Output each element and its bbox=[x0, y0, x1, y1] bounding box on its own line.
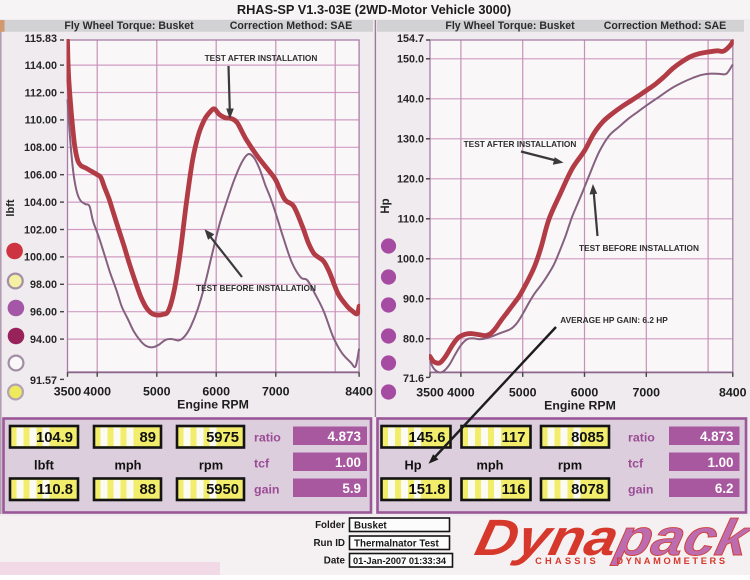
svg-text:89: 89 bbox=[140, 430, 156, 446]
svg-text:98.00: 98.00 bbox=[30, 279, 57, 291]
svg-text:6.2: 6.2 bbox=[715, 481, 734, 496]
svg-text:RHAS-SP V1.3-03E (2WD-Motor Ve: RHAS-SP V1.3-03E (2WD-Motor Vehicle 3000… bbox=[237, 2, 511, 17]
svg-text:Dynapack: Dynapack bbox=[470, 509, 750, 566]
svg-text:Hp: Hp bbox=[380, 198, 392, 213]
svg-text:Fly Wheel Torque: Busket: Fly Wheel Torque: Busket bbox=[445, 20, 575, 32]
svg-text:116: 116 bbox=[502, 482, 526, 498]
svg-text:8078: 8078 bbox=[571, 482, 604, 498]
svg-text:5000: 5000 bbox=[509, 386, 537, 400]
svg-text:100.0: 100.0 bbox=[397, 254, 424, 266]
svg-text:Thermalnator Test: Thermalnator Test bbox=[354, 539, 439, 550]
svg-text:Date: Date bbox=[324, 556, 346, 567]
svg-text:lbft: lbft bbox=[34, 458, 55, 473]
svg-text:TEST AFTER INSTALLATION: TEST AFTER INSTALLATION bbox=[205, 53, 318, 63]
svg-text:gain: gain bbox=[254, 483, 279, 497]
svg-text:102.00: 102.00 bbox=[24, 224, 57, 236]
svg-text:117: 117 bbox=[502, 430, 526, 446]
svg-text:gain: gain bbox=[628, 483, 653, 497]
svg-text:ratio: ratio bbox=[254, 431, 281, 445]
svg-text:5950: 5950 bbox=[206, 482, 239, 498]
svg-text:91.57: 91.57 bbox=[30, 375, 57, 387]
svg-text:90.0: 90.0 bbox=[403, 294, 424, 306]
svg-text:Correction Method: SAE: Correction Method: SAE bbox=[604, 20, 726, 32]
svg-text:6000: 6000 bbox=[202, 385, 230, 399]
svg-text:140.0: 140.0 bbox=[397, 94, 424, 106]
svg-text:8085: 8085 bbox=[571, 430, 604, 446]
svg-text:1.00: 1.00 bbox=[335, 455, 361, 470]
svg-text:150.0: 150.0 bbox=[397, 54, 424, 66]
svg-text:mph: mph bbox=[476, 458, 503, 473]
svg-text:4000: 4000 bbox=[447, 386, 475, 400]
svg-text:130.0: 130.0 bbox=[397, 134, 424, 146]
svg-text:88: 88 bbox=[140, 482, 156, 498]
svg-text:4.873: 4.873 bbox=[327, 429, 361, 444]
svg-text:5.9: 5.9 bbox=[342, 481, 361, 496]
svg-text:CHASSIS: CHASSIS bbox=[535, 556, 599, 566]
svg-text:1.00: 1.00 bbox=[707, 455, 733, 470]
svg-text:Hp: Hp bbox=[404, 458, 421, 473]
svg-text:7000: 7000 bbox=[262, 385, 290, 399]
svg-text:94.00: 94.00 bbox=[30, 334, 57, 346]
svg-text:5975: 5975 bbox=[206, 430, 239, 446]
svg-text:lbft: lbft bbox=[5, 199, 17, 216]
svg-text:tcf: tcf bbox=[628, 457, 644, 471]
svg-text:AVERAGE HP GAIN: 6.2 HP: AVERAGE HP GAIN: 6.2 HP bbox=[560, 315, 668, 325]
svg-text:100.00: 100.00 bbox=[24, 252, 57, 264]
svg-text:71.6: 71.6 bbox=[403, 373, 424, 385]
svg-text:TEST BEFORE INSTALLATION: TEST BEFORE INSTALLATION bbox=[196, 283, 316, 293]
svg-text:108.00: 108.00 bbox=[24, 142, 57, 154]
svg-text:4.873: 4.873 bbox=[700, 429, 734, 444]
svg-text:151.8: 151.8 bbox=[408, 482, 445, 498]
svg-text:mph: mph bbox=[114, 458, 141, 473]
svg-text:112.00: 112.00 bbox=[25, 87, 57, 99]
svg-text:3500: 3500 bbox=[54, 385, 82, 399]
svg-text:110.0: 110.0 bbox=[398, 214, 424, 226]
svg-text:145.6: 145.6 bbox=[408, 430, 445, 446]
svg-text:96.00: 96.00 bbox=[30, 307, 57, 319]
svg-text:80.0: 80.0 bbox=[403, 334, 424, 346]
svg-text:106.00: 106.00 bbox=[24, 170, 57, 182]
svg-text:Run ID: Run ID bbox=[313, 538, 345, 549]
svg-text:tcf: tcf bbox=[254, 457, 270, 471]
svg-text:TEST BEFORE INSTALLATION: TEST BEFORE INSTALLATION bbox=[579, 243, 699, 253]
svg-text:Busket: Busket bbox=[354, 521, 387, 532]
svg-text:110.00: 110.00 bbox=[25, 115, 57, 127]
svg-text:Fly Wheel Torque: Busket: Fly Wheel Torque: Busket bbox=[64, 20, 194, 32]
svg-text:TEST AFTER INSTALLATION: TEST AFTER INSTALLATION bbox=[464, 139, 577, 149]
svg-text:110.8: 110.8 bbox=[37, 482, 73, 498]
svg-text:ratio: ratio bbox=[628, 431, 655, 445]
svg-text:115.83: 115.83 bbox=[25, 33, 57, 45]
svg-text:rpm: rpm bbox=[199, 458, 223, 473]
svg-text:4000: 4000 bbox=[83, 385, 111, 399]
svg-text:5000: 5000 bbox=[143, 385, 171, 399]
svg-text:Folder: Folder bbox=[315, 520, 345, 531]
svg-text:Engine RPM: Engine RPM bbox=[177, 398, 249, 412]
svg-text:Engine RPM: Engine RPM bbox=[544, 399, 616, 413]
svg-text:8400: 8400 bbox=[719, 386, 747, 400]
svg-text:DYNAMOMETERS: DYNAMOMETERS bbox=[616, 556, 727, 566]
svg-text:3500: 3500 bbox=[416, 386, 444, 400]
svg-text:154.7: 154.7 bbox=[397, 33, 424, 45]
svg-text:120.0: 120.0 bbox=[397, 174, 424, 186]
svg-text:104.9: 104.9 bbox=[36, 430, 73, 446]
svg-text:Correction Method: SAE: Correction Method: SAE bbox=[230, 20, 352, 32]
svg-text:rpm: rpm bbox=[558, 458, 582, 473]
svg-text:104.00: 104.00 bbox=[24, 197, 57, 209]
svg-text:7000: 7000 bbox=[633, 386, 661, 400]
svg-text:114.00: 114.00 bbox=[25, 60, 57, 72]
svg-text:01-Jan-2007 01:33:34: 01-Jan-2007 01:33:34 bbox=[353, 556, 447, 566]
svg-text:8400: 8400 bbox=[345, 385, 373, 399]
svg-text:6000: 6000 bbox=[571, 386, 599, 400]
